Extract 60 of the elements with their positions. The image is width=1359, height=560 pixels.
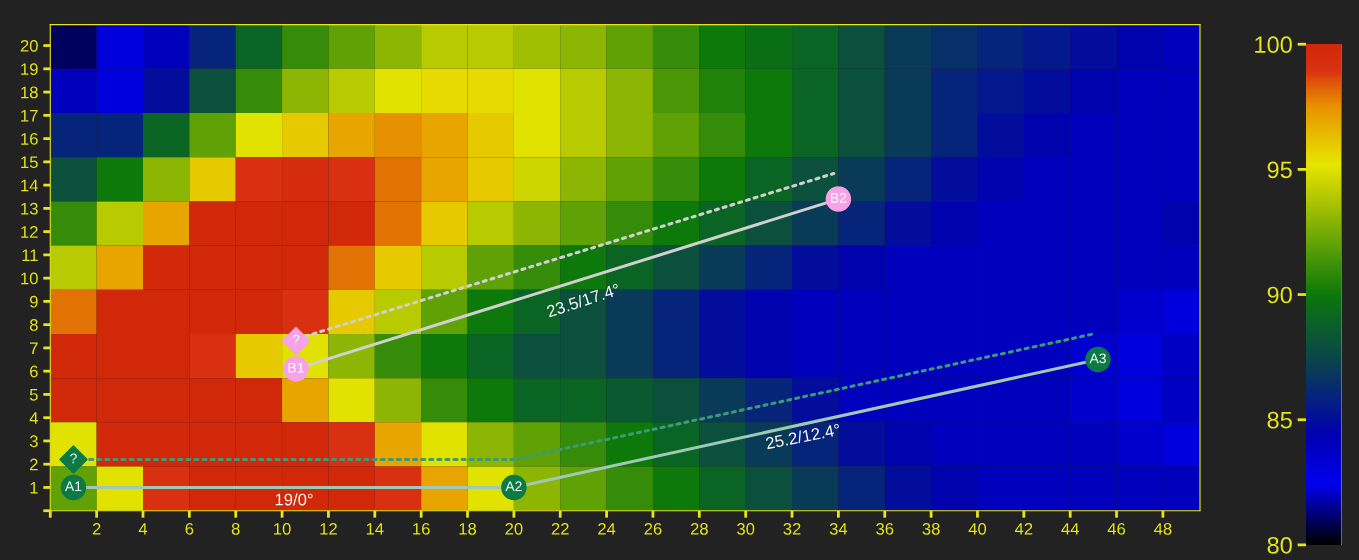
data-label: B1 (288, 362, 304, 373)
x-tick-label: 26 (644, 522, 662, 535)
x-tick-label: 2 (92, 522, 101, 535)
y-tick-label: 7 (30, 342, 38, 354)
x-tick-label: 36 (876, 522, 894, 535)
y-tick-label: 14 (21, 179, 38, 192)
annotation: 25.2/12.4° (765, 423, 841, 450)
x-tick-label: 30 (737, 522, 755, 535)
x-tick-label: 10 (274, 522, 291, 535)
data-label: ? (292, 334, 300, 345)
y-tick-label: 13 (21, 202, 38, 215)
x-tick-label: 24 (598, 522, 616, 535)
x-tick-label: 18 (459, 522, 477, 535)
x-tick-label: 6 (185, 522, 194, 535)
y-tick-label: 19 (21, 63, 38, 76)
data-label: A3 (1089, 353, 1106, 364)
y-tick-label: 17 (21, 109, 38, 122)
y-tick-label: 11 (22, 249, 38, 261)
x-tick-label: 32 (783, 522, 801, 535)
data-label: A2 (505, 481, 522, 492)
x-tick-label: 38 (922, 522, 940, 535)
y-tick-label: 4 (29, 412, 38, 424)
x-tick-label: 34 (829, 522, 848, 535)
y-tick-label: 2 (30, 458, 38, 471)
y-tick-label: 8 (29, 319, 38, 331)
y-tick-label: 15 (21, 156, 38, 169)
y-tick-label: 3 (29, 435, 38, 448)
x-tick-label: 44 (1061, 523, 1079, 535)
color-bar-label: 85 (1267, 411, 1292, 429)
y-tick-label: 10 (21, 272, 38, 285)
y-tick-label: 12 (21, 226, 38, 238)
y-tick-label: 18 (21, 86, 38, 99)
x-tick-label: 46 (1107, 522, 1126, 535)
x-tick-label: 40 (968, 522, 987, 535)
x-tick-label: 22 (551, 522, 569, 535)
x-tick-label: 16 (413, 522, 430, 535)
y-tick-label: 9 (29, 295, 38, 308)
data-label: B2 (831, 192, 847, 203)
x-tick-label: 8 (231, 522, 240, 535)
y-tick-label: 1 (30, 482, 38, 494)
color-bar-label: 100 (1255, 36, 1292, 54)
color-bar-label: 90 (1267, 286, 1292, 304)
y-tick-label: 16 (21, 133, 38, 145)
x-tick-label: 20 (505, 522, 523, 535)
x-tick-label: 48 (1154, 522, 1172, 535)
x-tick-label: 42 (1014, 522, 1033, 535)
y-tick-label: 20 (20, 39, 38, 52)
data-label: A1 (65, 481, 82, 492)
point (59, 445, 88, 474)
annotation: 19/0° (275, 493, 313, 506)
y-tick-label: 5 (29, 389, 38, 401)
point (281, 326, 311, 356)
color-bar-label: 95 (1267, 161, 1292, 179)
x-tick-label: 12 (320, 522, 337, 535)
x-tick-label: 28 (690, 522, 708, 535)
color-bar-label: 80 (1267, 536, 1292, 554)
data-label: ? (70, 453, 77, 464)
x-tick-label: 4 (138, 523, 148, 535)
x-tick-label: 14 (366, 523, 384, 535)
y-tick-label: 6 (30, 365, 38, 378)
